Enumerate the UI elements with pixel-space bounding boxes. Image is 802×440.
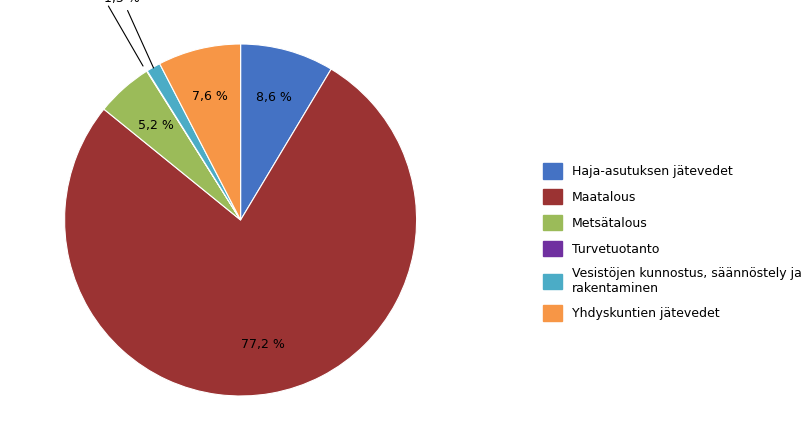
Text: 0,0 %: 0,0 % [83, 0, 143, 66]
Wedge shape [241, 44, 331, 220]
Text: 1,3 %: 1,3 % [104, 0, 153, 68]
Legend: Haja-asutuksen jätevedet, Maatalous, Metsätalous, Turvetuotanto, Vesistöjen kunn: Haja-asutuksen jätevedet, Maatalous, Met… [544, 163, 802, 321]
Wedge shape [160, 44, 241, 220]
Text: 7,6 %: 7,6 % [192, 91, 229, 103]
Wedge shape [148, 64, 241, 220]
Wedge shape [147, 71, 241, 220]
Text: 5,2 %: 5,2 % [138, 119, 174, 132]
Wedge shape [104, 71, 241, 220]
Text: 8,6 %: 8,6 % [257, 92, 293, 104]
Wedge shape [65, 69, 416, 396]
Text: 77,2 %: 77,2 % [241, 338, 285, 351]
